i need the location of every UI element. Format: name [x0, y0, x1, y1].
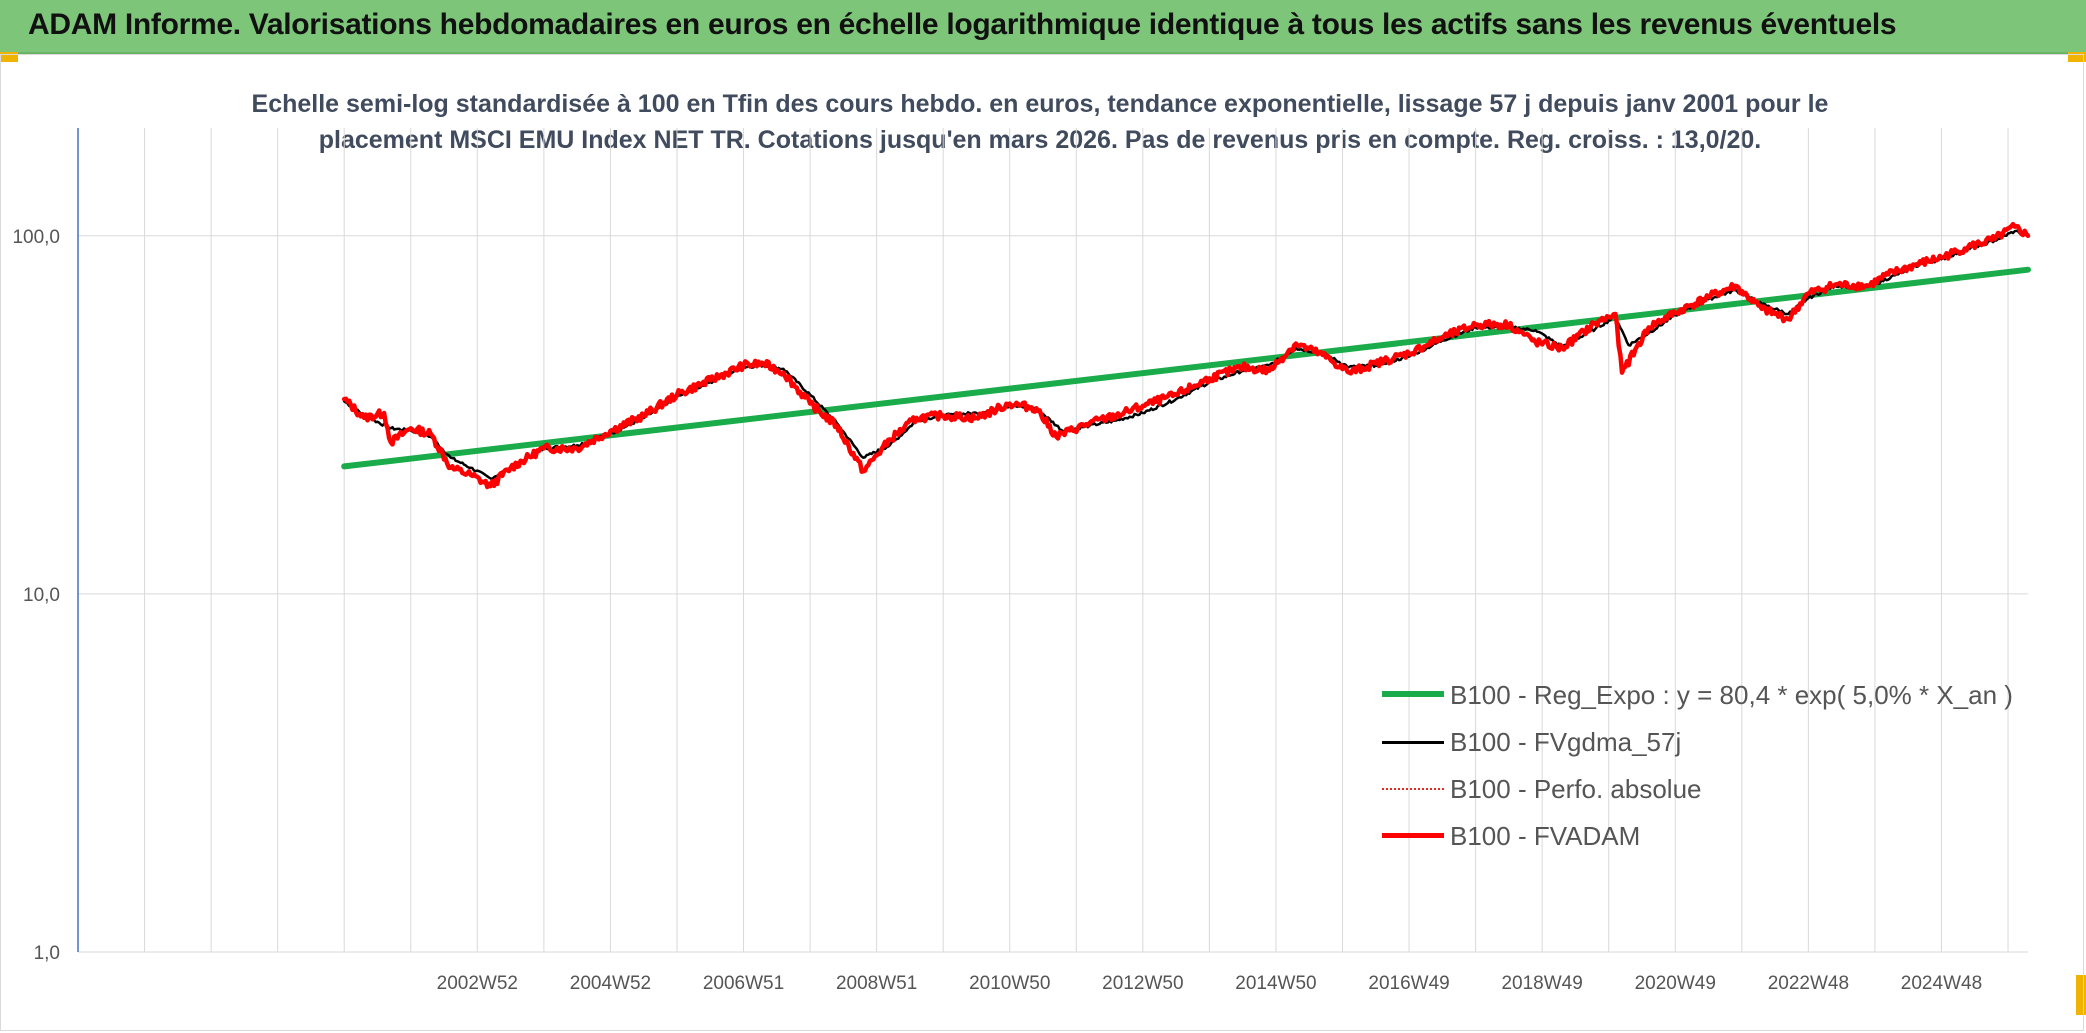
x-tick-label: 2022W48: [1768, 973, 1849, 994]
axis-layer: 1,0 10,0 100,0 2002W52 2004W52 2006W51 2008W51…: [12, 128, 1982, 994]
legend-swatch: [1382, 833, 1444, 838]
chart-subtitle: Echelle semi-log standardisée à 100 en T…: [251, 90, 1829, 154]
x-tick-label: 2008W51: [836, 973, 917, 994]
y-tick-label: 10,0: [23, 585, 60, 606]
title-banner: ADAM Informe. Valorisations hebdomadaire…: [0, 0, 2086, 54]
legend-swatch: [1382, 788, 1444, 790]
legend-label: B100 - FVgdma_57j: [1450, 727, 1682, 757]
x-tick-label: 2024W48: [1901, 973, 1982, 994]
x-tick-label: 2014W50: [1235, 973, 1316, 994]
grid-layer: [77, 128, 2028, 953]
x-tick-label: 2010W50: [969, 973, 1050, 994]
corner-marker-bottom-right: [2076, 975, 2086, 1015]
legend-label: B100 - Reg_Expo : y = 80,4 * exp( 5,0% *…: [1450, 680, 2013, 710]
chart-frame: [0, 54, 2084, 1031]
page-title: ADAM Informe. Valorisations hebdomadaire…: [28, 8, 1897, 41]
x-tick-label: 2018W49: [1501, 973, 1582, 994]
series-line-2: [342, 229, 2030, 481]
legend-swatch: [1382, 691, 1444, 697]
x-tick-label: 2002W52: [437, 973, 518, 994]
legend-swatch: [1382, 741, 1444, 744]
series-line-4: [341, 221, 2031, 490]
y-tick-label: 1,0: [34, 943, 60, 964]
series-line-1: [341, 266, 2031, 470]
corner-marker-right: [2068, 52, 2086, 62]
x-tick-label: 2012W50: [1102, 973, 1183, 994]
y-tick-label: 100,0: [12, 227, 60, 248]
x-tick-label: 2020W49: [1635, 973, 1716, 994]
legend-label: B100 - FVADAM: [1450, 821, 1641, 851]
legend-label: B100 - Perfo. absolue: [1450, 774, 1702, 804]
x-tick-label: 2006W51: [703, 973, 784, 994]
series-layer: [341, 221, 2031, 490]
x-tick-label: 2004W52: [570, 973, 651, 994]
corner-marker-left: [0, 52, 18, 62]
series-line-3: [343, 223, 2029, 488]
x-tick-label: 2016W49: [1368, 973, 1449, 994]
